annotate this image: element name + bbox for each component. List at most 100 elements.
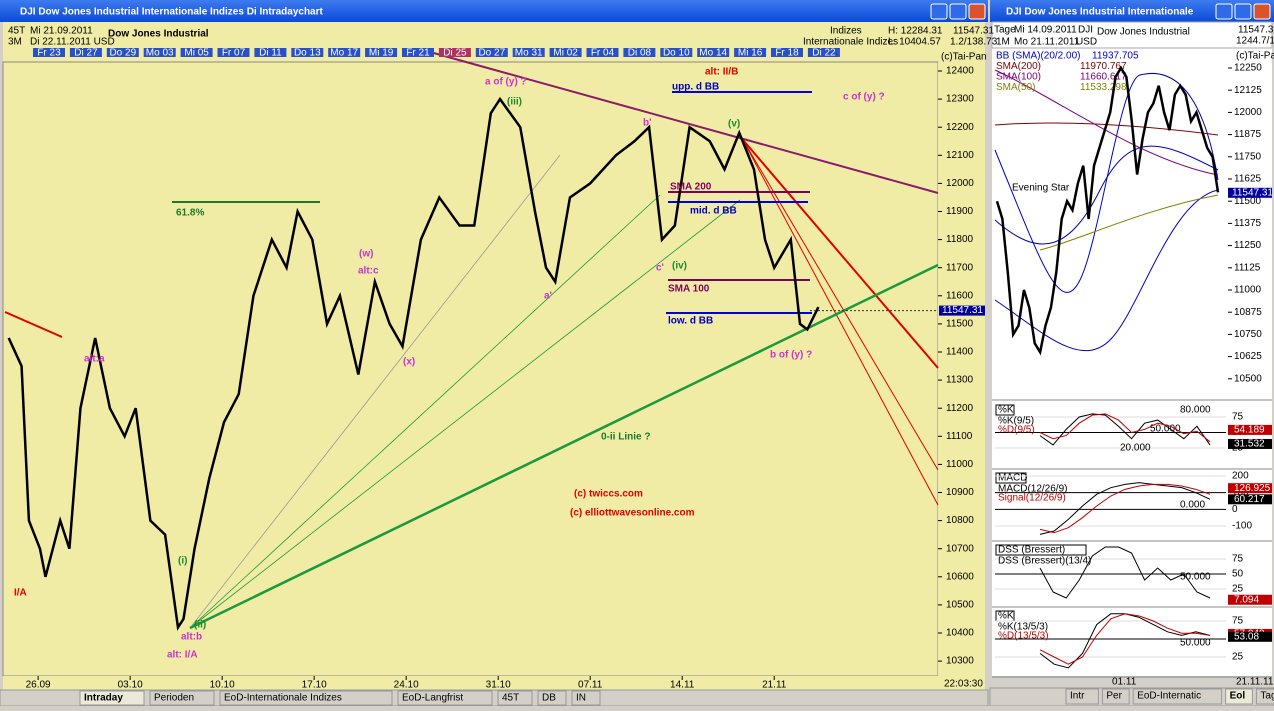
start-date: Mi 21.09.2011 [30, 26, 93, 37]
date-button[interactable] [33, 48, 65, 57]
y-tick-label: 12300 [946, 94, 974, 105]
price-line [995, 65, 1220, 356]
title-bar [990, 0, 1274, 22]
last-price-box [1228, 187, 1272, 198]
date-button[interactable] [254, 48, 287, 57]
series-name: %D(13/5/3) [998, 631, 1049, 642]
maximize-button[interactable] [1234, 3, 1252, 20]
tab[interactable] [1132, 688, 1223, 705]
y-tick-label: 10700 [946, 543, 974, 554]
y-tick-label: 11800 [946, 234, 974, 245]
date-button[interactable] [734, 48, 767, 57]
tab[interactable] [1101, 688, 1130, 705]
date-button[interactable] [69, 48, 102, 57]
tab-label: Intr [1070, 691, 1085, 702]
date-button-label: Mi 16 [738, 48, 763, 59]
value-box [1228, 438, 1272, 449]
annotation: (c) twiccs.com [574, 489, 643, 500]
high: H: 12284.31 [888, 26, 943, 37]
tab[interactable] [79, 690, 145, 706]
date-button-label: Di 22 [812, 48, 836, 59]
y-tick-label: 11750 [1234, 151, 1262, 162]
tab[interactable] [219, 690, 393, 706]
last: 11547.31 [953, 26, 994, 37]
ratio: 1244.7/100 [1236, 36, 1274, 47]
plot-area [2, 61, 939, 677]
date-button-label: Do 13 [294, 48, 321, 59]
date-button[interactable] [291, 48, 324, 57]
x-tick-label: 07.11 [578, 680, 603, 691]
date-button[interactable] [512, 48, 545, 57]
indicator-line [1039, 483, 1211, 534]
y-tick-label: 12125 [1234, 85, 1262, 96]
bollinger-bands [994, 69, 1219, 352]
tab[interactable] [149, 690, 215, 706]
date-button[interactable] [328, 48, 361, 57]
low: L: 10404.57 [888, 37, 941, 48]
date-button[interactable] [365, 48, 398, 57]
tab[interactable] [1065, 688, 1099, 705]
tab[interactable] [497, 690, 533, 706]
tab-label: Eol [1230, 691, 1246, 702]
maximize-button[interactable] [949, 3, 967, 20]
tab-bar [0, 689, 989, 707]
tab[interactable] [1225, 688, 1253, 705]
date-button[interactable] [217, 48, 250, 57]
tab[interactable] [571, 690, 601, 706]
date-button[interactable] [660, 48, 693, 57]
date-button[interactable] [623, 48, 656, 57]
last-price-label: 11547.31 [1232, 187, 1273, 198]
date-button[interactable] [180, 48, 213, 57]
y-tick-label: 25 [1232, 652, 1244, 663]
date-button[interactable] [438, 48, 471, 57]
panel-button[interactable] [995, 544, 1087, 556]
annotation: b' [643, 118, 652, 129]
x-tick-label: 21.11 [762, 680, 787, 691]
indicator-line [1039, 613, 1211, 665]
legend-value: 11937.705 [1092, 51, 1139, 62]
annotation: c' [656, 263, 664, 274]
date-button[interactable] [549, 48, 582, 57]
annotation: I/A [14, 588, 27, 599]
minimize-button[interactable] [1215, 3, 1233, 20]
date-button[interactable] [143, 48, 176, 57]
tab-label: 45T [502, 693, 519, 704]
y-tick-label: 200 [1232, 471, 1249, 482]
date-button-label: Mo 17 [330, 48, 358, 59]
y-tick-label: 75 [1232, 554, 1244, 565]
y-tick-label: 11300 [946, 375, 974, 386]
y-tick-label: 10750 [1234, 329, 1262, 340]
panel-button[interactable] [995, 404, 1015, 416]
tab[interactable] [537, 690, 567, 706]
tab[interactable] [397, 690, 493, 706]
date-button-label: Fr 23 [37, 48, 61, 59]
annotation: (iii) [507, 97, 522, 108]
x-tick-label: 17.10 [302, 680, 327, 691]
date-button[interactable] [475, 48, 508, 57]
date-button-label: Fr 07 [222, 48, 246, 59]
date-button-label: Do 10 [663, 48, 690, 59]
level-label: 80.000 [1180, 405, 1211, 416]
tab[interactable] [1255, 688, 1274, 705]
level-label: 50.000 [1180, 638, 1211, 649]
close-button[interactable] [968, 3, 986, 20]
y-tick-label: 10875 [1234, 307, 1262, 318]
date-button-label: Di 11 [259, 48, 282, 59]
tab-label: Intraday [84, 693, 123, 704]
y-tick-label: 12100 [946, 150, 974, 161]
date-button-label: Di 25 [443, 48, 467, 59]
date-button[interactable] [106, 48, 139, 57]
tab-label: EoD-Langfrist [402, 693, 463, 704]
copyright: (c)Tai-Pan [941, 52, 987, 63]
y-tick-label: -100 [1232, 521, 1252, 532]
date-button[interactable] [586, 48, 619, 57]
date-button[interactable] [697, 48, 730, 57]
close-button[interactable] [1253, 3, 1271, 20]
minimize-button[interactable] [930, 3, 948, 20]
tab-label: Perioden [154, 693, 194, 704]
date-button[interactable] [402, 48, 434, 57]
panel-button[interactable] [995, 472, 1027, 484]
date-button[interactable] [771, 48, 803, 57]
date-button[interactable] [807, 48, 840, 57]
instrument-name: Dow Jones Industrial [108, 29, 209, 40]
